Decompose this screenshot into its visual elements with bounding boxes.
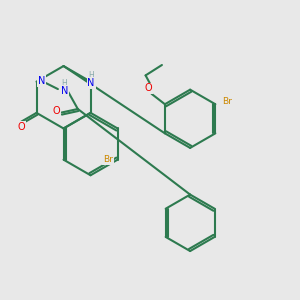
Text: H: H [61, 79, 67, 88]
Text: N: N [38, 76, 46, 86]
Text: N: N [61, 85, 68, 96]
Text: Br: Br [103, 155, 113, 164]
Text: Br: Br [222, 97, 232, 106]
Text: O: O [17, 122, 25, 132]
Text: O: O [52, 106, 60, 116]
Text: O: O [145, 83, 152, 94]
Text: N: N [88, 78, 95, 88]
Text: H: H [88, 70, 94, 80]
